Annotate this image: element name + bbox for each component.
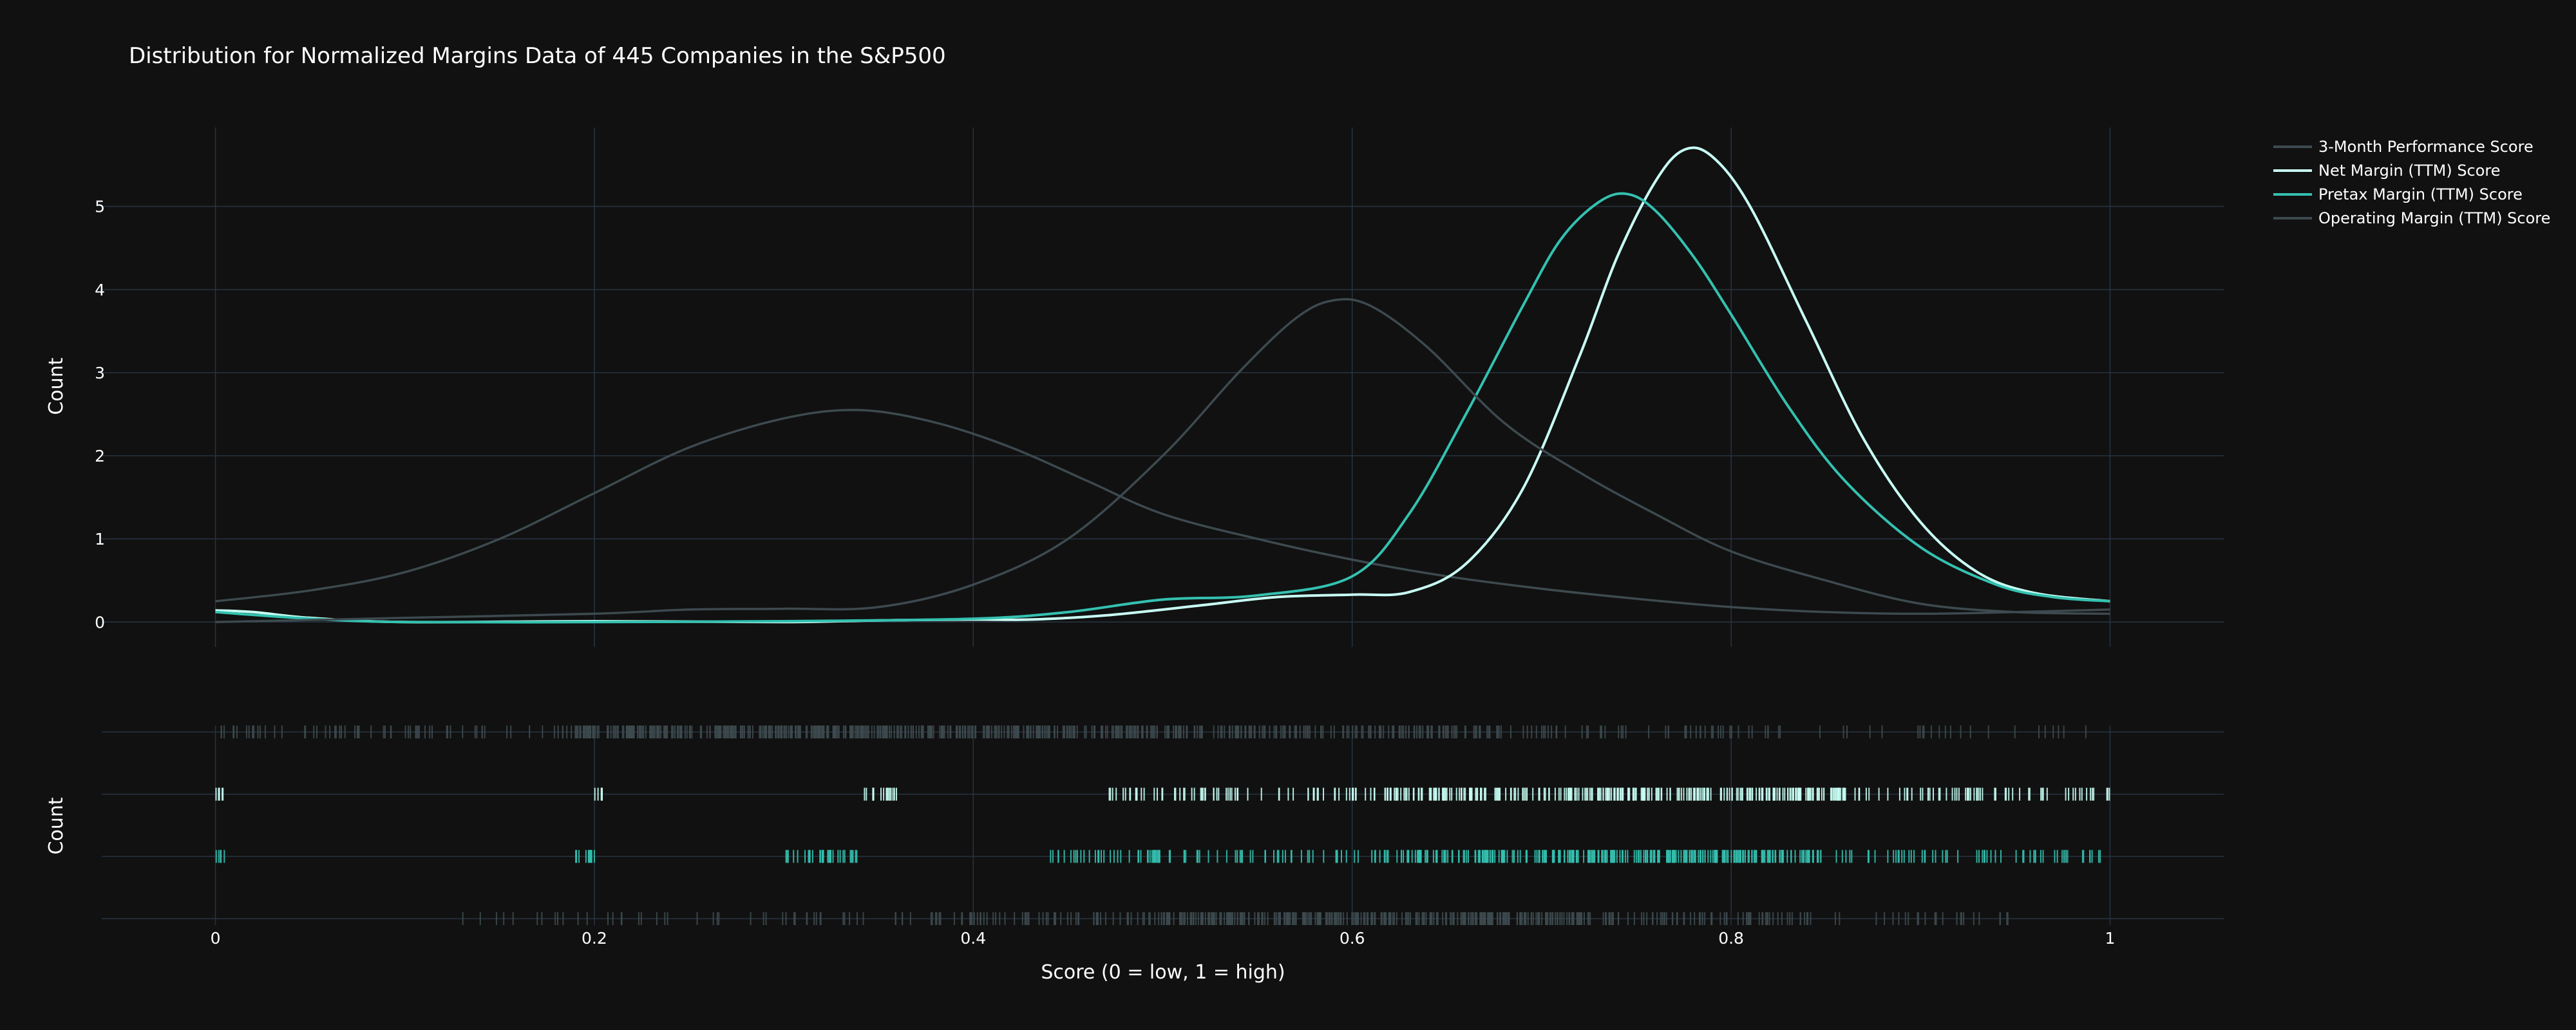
x-tick-label: 0 — [211, 929, 221, 948]
chart-title: Distribution for Normalized Margins Data… — [129, 43, 946, 69]
density-line — [215, 146, 2110, 624]
rug-row — [215, 850, 2101, 863]
rug-plot — [215, 726, 2110, 925]
legend-item[interactable]: Operating Margin (TTM) Score — [2273, 209, 2550, 227]
x-axis-title: Score (0 = low, 1 = high) — [1041, 961, 1285, 984]
y-axis-title: Count — [45, 357, 68, 415]
legend-label: Operating Margin (TTM) Score — [2318, 209, 2550, 227]
density-line — [215, 409, 2110, 615]
legend-item[interactable]: Net Margin (TTM) Score — [2273, 162, 2501, 180]
x-tick-label: 1 — [2105, 929, 2116, 948]
rug-y-axis-title: Count — [45, 797, 68, 854]
y-tick-label: 2 — [95, 447, 105, 465]
x-tick-label: 0.6 — [1340, 929, 1365, 948]
rug-row — [220, 726, 2087, 738]
legend-item[interactable]: 3-Month Performance Score — [2273, 138, 2533, 156]
y-tick-label: 4 — [95, 281, 105, 299]
legend-item[interactable]: Pretax Margin (TTM) Score — [2273, 185, 2523, 203]
legend: 3-Month Performance Score Net Margin (TTM… — [2273, 138, 2550, 227]
x-tick-label: 0.8 — [1718, 929, 1744, 948]
y-tick-label: 0 — [95, 613, 105, 632]
x-tick-label: 0.2 — [582, 929, 607, 948]
density-line — [215, 192, 2110, 624]
x-tick-label: 0.4 — [960, 929, 986, 948]
legend-label: Net Margin (TTM) Score — [2318, 162, 2501, 180]
density-lines — [215, 146, 2110, 624]
legend-label: 3-Month Performance Score — [2318, 138, 2533, 156]
rug-row — [462, 912, 2009, 925]
density-line — [215, 298, 2110, 624]
y-tick-label: 1 — [95, 530, 105, 548]
rug-row — [215, 787, 2110, 801]
y-tick-label: 5 — [95, 198, 105, 216]
grid-layer — [102, 127, 2224, 925]
axis-ticks: 0 0.2 0.4 0.6 0.8 1 0 1 2 3 4 5 — [95, 198, 2115, 948]
legend-label: Pretax Margin (TTM) Score — [2318, 185, 2523, 203]
y-tick-label: 3 — [95, 364, 105, 382]
